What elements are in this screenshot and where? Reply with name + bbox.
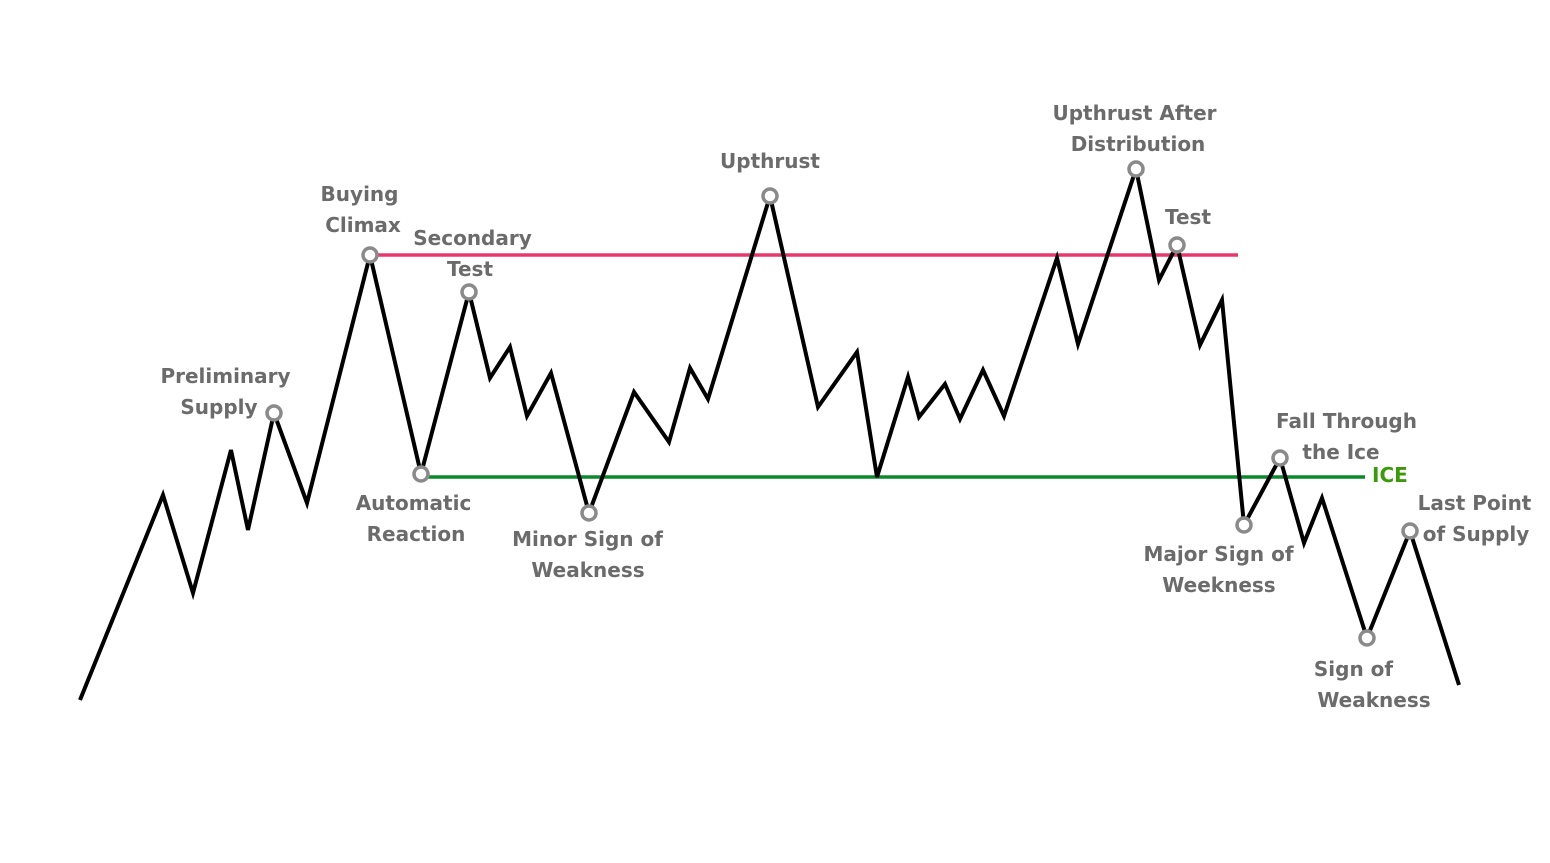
marker-sign-of-weakness [1358,629,1376,647]
label-fall-through-the-ice: Fall Through the Ice [1276,409,1424,464]
label-secondary-test: Secondary Test [413,226,538,281]
marker-upthrust-after-distribution [1127,160,1145,178]
label-preliminary-supply: Preliminary Supply [160,364,297,419]
marker-buying-climax [361,246,379,264]
price-line [78,161,1461,701]
marker-preliminary-supply [265,404,283,422]
marker-secondary-test [460,283,478,301]
marker-automatic-reaction [412,465,430,483]
marker-upthrust [761,187,779,205]
marker-last-point-of-supply [1401,522,1419,540]
label-minor-sign-of-weakness: Minor Sign of Weakness [512,527,670,582]
ice-label: ICE [1372,463,1408,487]
marker-minor-sign-of-weakness [580,504,598,522]
marker-major-sign-of-weekness [1235,516,1253,534]
label-upthrust: Upthrust [720,149,820,173]
label-test: Test [1165,205,1211,229]
label-buying-climax: Buying Climax [321,182,406,237]
label-automatic-reaction: Automatic Reaction [356,491,479,546]
marker-test [1168,236,1186,254]
event-labels: Preliminary Supply Buying Climax Automat… [160,101,1539,712]
event-markers [265,160,1419,647]
label-sign-of-weakness: Sign of Weakness [1314,657,1431,712]
label-last-point-of-supply: Last Point of Supply [1418,491,1539,546]
marker-fall-through-the-ice [1271,449,1289,467]
label-major-sign-of-weekness: Major Sign of Weekness [1143,542,1300,597]
label-upthrust-after-distribution: Upthrust After Distribution [1052,101,1223,156]
